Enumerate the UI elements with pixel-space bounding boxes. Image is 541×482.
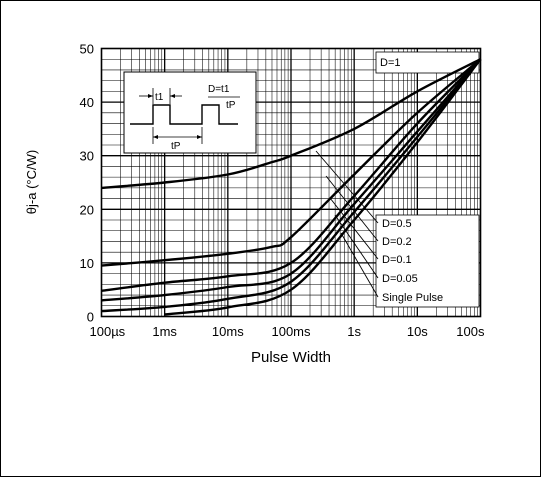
- legend-box-duty: [375, 214, 480, 308]
- curves: [101, 58, 482, 316]
- leader-d-0-1: [329, 197, 379, 260]
- legend-label-d-0-1: D=0.1: [382, 254, 412, 266]
- y-tick-labels: 0 10 20 30 40 50: [80, 42, 94, 325]
- inset-box: [123, 71, 257, 154]
- leader-d-0-5: [315, 150, 379, 224]
- legend-labels: D=1 D=0.5 D=0.2 D=0.1 D=0.05 Single Pulse: [380, 57, 443, 304]
- y-tick-label: 40: [80, 95, 94, 110]
- curve-d-0-5: [101, 58, 482, 267]
- inset-formula-numerator: D=t1: [208, 84, 230, 95]
- tp-arrowhead-left: [153, 135, 158, 139]
- legend-label-d-0-5: D=0.5: [382, 218, 412, 230]
- legend-leaders: [315, 150, 379, 298]
- inset-tp-label: tP: [171, 141, 181, 152]
- x-tick-label: 1ms: [152, 324, 177, 339]
- legend-label-single-pulse: Single Pulse: [382, 292, 443, 304]
- t1-arrowhead-right: [170, 94, 175, 98]
- t1-arrowhead-left: [148, 94, 153, 98]
- legend-label-d-1: D=1: [380, 57, 401, 69]
- inset-formula-denominator: tP: [226, 100, 236, 111]
- leader-d-0-05: [334, 214, 379, 279]
- legend-label-d-0-2: D=0.2: [382, 236, 412, 248]
- curve-d-1: [101, 58, 482, 190]
- y-tick-label: 20: [80, 202, 94, 217]
- inset-diagram: t1 tP D=t1 tP: [123, 71, 257, 154]
- y-tick-label: 50: [80, 42, 94, 57]
- leader-d-0-2: [325, 175, 379, 242]
- curve-d-0-05: [101, 58, 482, 313]
- curve-d-0-1: [101, 58, 482, 302]
- plot-area-border: [100, 47, 482, 318]
- y-tick-label: 30: [80, 149, 94, 164]
- x-tick-label: 100s: [456, 324, 485, 339]
- x-tick-label: 100ms: [271, 324, 311, 339]
- leader-single-pulse: [340, 232, 379, 298]
- x-axis-label: Pulse Width: [251, 349, 331, 366]
- x-tick-label: 10ms: [212, 324, 244, 339]
- legend-label-d-0-05: D=0.05: [382, 273, 418, 285]
- tp-arrowhead-right: [197, 135, 202, 139]
- x-tick-label: 100µs: [90, 324, 126, 339]
- x-tick-label: 1s: [347, 324, 361, 339]
- y-axis-label: θj-a (°C/W): [24, 150, 39, 214]
- y-tick-label: 0: [87, 310, 94, 325]
- pulse-waveform: [130, 104, 238, 125]
- curve-d-0-2: [101, 58, 482, 292]
- x-tick-labels: 100µs 1ms 10ms 100ms 1s 10s 100s: [90, 324, 485, 339]
- x-tick-label: 10s: [407, 324, 428, 339]
- y-tick-label: 10: [80, 256, 94, 271]
- curve-single-pulse: [164, 58, 482, 316]
- inset-t1-label: t1: [155, 92, 164, 103]
